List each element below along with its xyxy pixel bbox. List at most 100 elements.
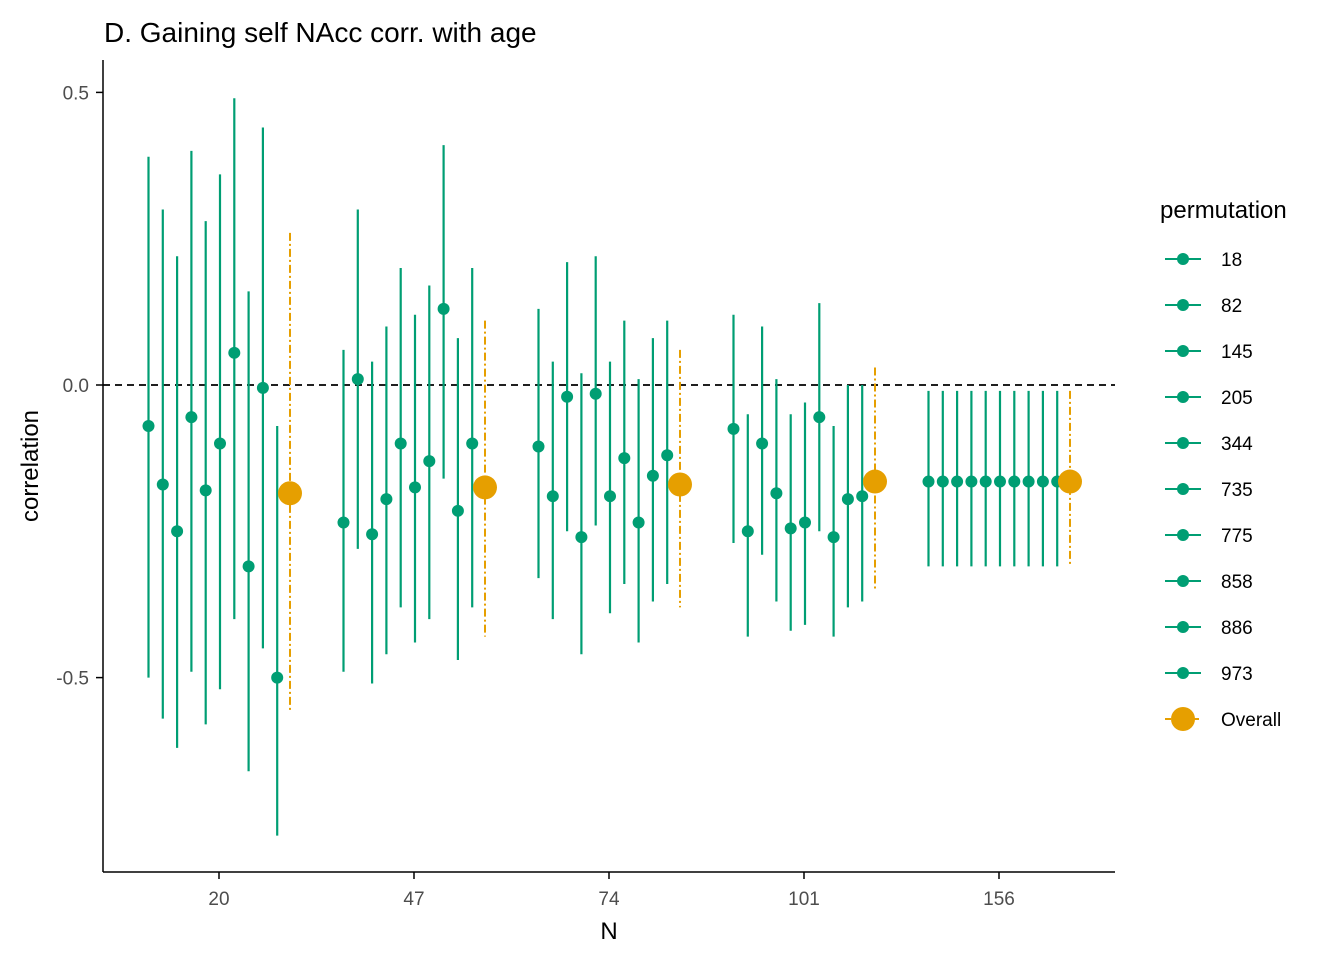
point-perm-82: [351, 373, 364, 386]
group-N-20: [142, 98, 302, 836]
group-N-47: [337, 145, 497, 684]
point-perm-775: [1008, 475, 1021, 488]
legend-label: 973: [1221, 664, 1253, 685]
legend-key-point: [1177, 621, 1189, 633]
legend-item-858: 858: [1165, 572, 1253, 593]
point-perm-775: [423, 455, 436, 468]
point-perm-858: [437, 302, 450, 315]
legend-item-886: 886: [1165, 618, 1253, 639]
point-perm-858: [242, 560, 255, 573]
overall-point: [1058, 469, 1082, 494]
legend-key-point: [1177, 667, 1189, 679]
point-perm-973: [856, 490, 869, 503]
legend-label: 775: [1221, 526, 1253, 547]
chart-title: D. Gaining self NAcc corr. with age: [104, 17, 537, 48]
group-N-101: [727, 303, 887, 637]
point-perm-145: [756, 437, 769, 450]
point-perm-735: [994, 475, 1006, 488]
point-perm-82: [936, 475, 949, 488]
legend-key-point: [1177, 253, 1189, 265]
legend-item-145: 145: [1165, 342, 1253, 363]
point-perm-344: [589, 387, 602, 400]
point-perm-858: [632, 516, 645, 529]
point-perm-18: [532, 440, 545, 453]
legend-key-point: [1177, 391, 1189, 403]
point-perm-886: [841, 493, 854, 506]
y-tick-label: -0.5: [56, 669, 89, 690]
legend-item-775: 775: [1165, 526, 1253, 547]
point-perm-858: [1022, 475, 1035, 488]
overall-point: [473, 475, 497, 500]
legend-item-18: 18: [1165, 250, 1242, 271]
point-perm-344: [199, 484, 212, 497]
x-tick-label: 47: [403, 889, 424, 910]
point-perm-82: [741, 525, 754, 538]
point-perm-205: [380, 493, 393, 506]
point-perm-18: [337, 516, 350, 529]
y-axis-label: correlation: [17, 410, 44, 522]
legend: permutation 18 82 145 205 344 735 775 858 886 973…: [1160, 197, 1287, 731]
group-N-74: [532, 256, 692, 655]
x-tick-label: 156: [983, 889, 1015, 910]
point-perm-735: [604, 490, 616, 503]
point-perm-735: [409, 481, 421, 494]
x-axis-label: N: [600, 918, 617, 945]
group-N-156: [922, 390, 1082, 567]
point-perm-145: [171, 525, 184, 538]
legend-label: 735: [1221, 480, 1253, 501]
x-tick-label: 101: [788, 889, 820, 910]
legend-key-point: [1177, 299, 1189, 311]
point-perm-344: [979, 475, 992, 488]
point-perm-886: [451, 504, 464, 517]
point-perm-18: [142, 419, 155, 432]
x-tick-label: 74: [598, 889, 620, 910]
y-tick-label: 0.0: [63, 376, 89, 397]
point-perm-145: [366, 528, 379, 541]
legend-item-735: 735: [1165, 480, 1253, 501]
legend-key-point: [1171, 707, 1195, 731]
point-perm-886: [646, 469, 659, 482]
point-perm-973: [661, 449, 674, 462]
legend-label: 205: [1221, 388, 1253, 409]
legend-item-205: 205: [1165, 388, 1253, 409]
point-perm-775: [618, 452, 631, 465]
legend-label: 18: [1221, 250, 1242, 271]
point-perm-973: [466, 437, 479, 450]
point-perm-886: [1036, 475, 1049, 488]
point-perm-205: [185, 411, 198, 424]
legend-key-point: [1177, 483, 1189, 495]
point-perm-775: [228, 346, 241, 359]
point-perm-82: [156, 478, 169, 491]
point-perm-344: [394, 437, 407, 450]
point-perm-145: [561, 390, 574, 403]
point-perm-82: [546, 490, 559, 503]
overall-point: [863, 469, 887, 494]
y-tick-label: 0.5: [63, 83, 89, 104]
point-perm-205: [965, 475, 978, 488]
point-perm-886: [256, 381, 269, 394]
point-perm-205: [770, 487, 783, 500]
plot-area: [103, 98, 1115, 836]
point-perm-775: [813, 411, 826, 424]
legend-key-point: [1177, 345, 1189, 357]
legend-label: 344: [1221, 434, 1253, 455]
legend-item-973: 973: [1165, 664, 1253, 685]
legend-label: 886: [1221, 618, 1253, 639]
legend-item-overall: Overall: [1165, 707, 1281, 731]
legend-label: 145: [1221, 342, 1253, 363]
point-perm-735: [214, 437, 226, 450]
overall-point: [278, 481, 302, 506]
legend-label: 82: [1221, 296, 1242, 317]
legend-key-point: [1177, 575, 1189, 587]
legend-title: permutation: [1160, 197, 1287, 224]
point-perm-205: [575, 531, 588, 544]
point-perm-973: [271, 671, 284, 684]
legend-item-82: 82: [1165, 296, 1242, 317]
legend-label: 858: [1221, 572, 1253, 593]
legend-label: Overall: [1221, 710, 1281, 731]
x-ticks: 20 47 74 101 156: [208, 872, 1015, 910]
legend-key-point: [1177, 437, 1189, 449]
x-tick-label: 20: [208, 889, 229, 910]
point-perm-344: [784, 522, 797, 535]
